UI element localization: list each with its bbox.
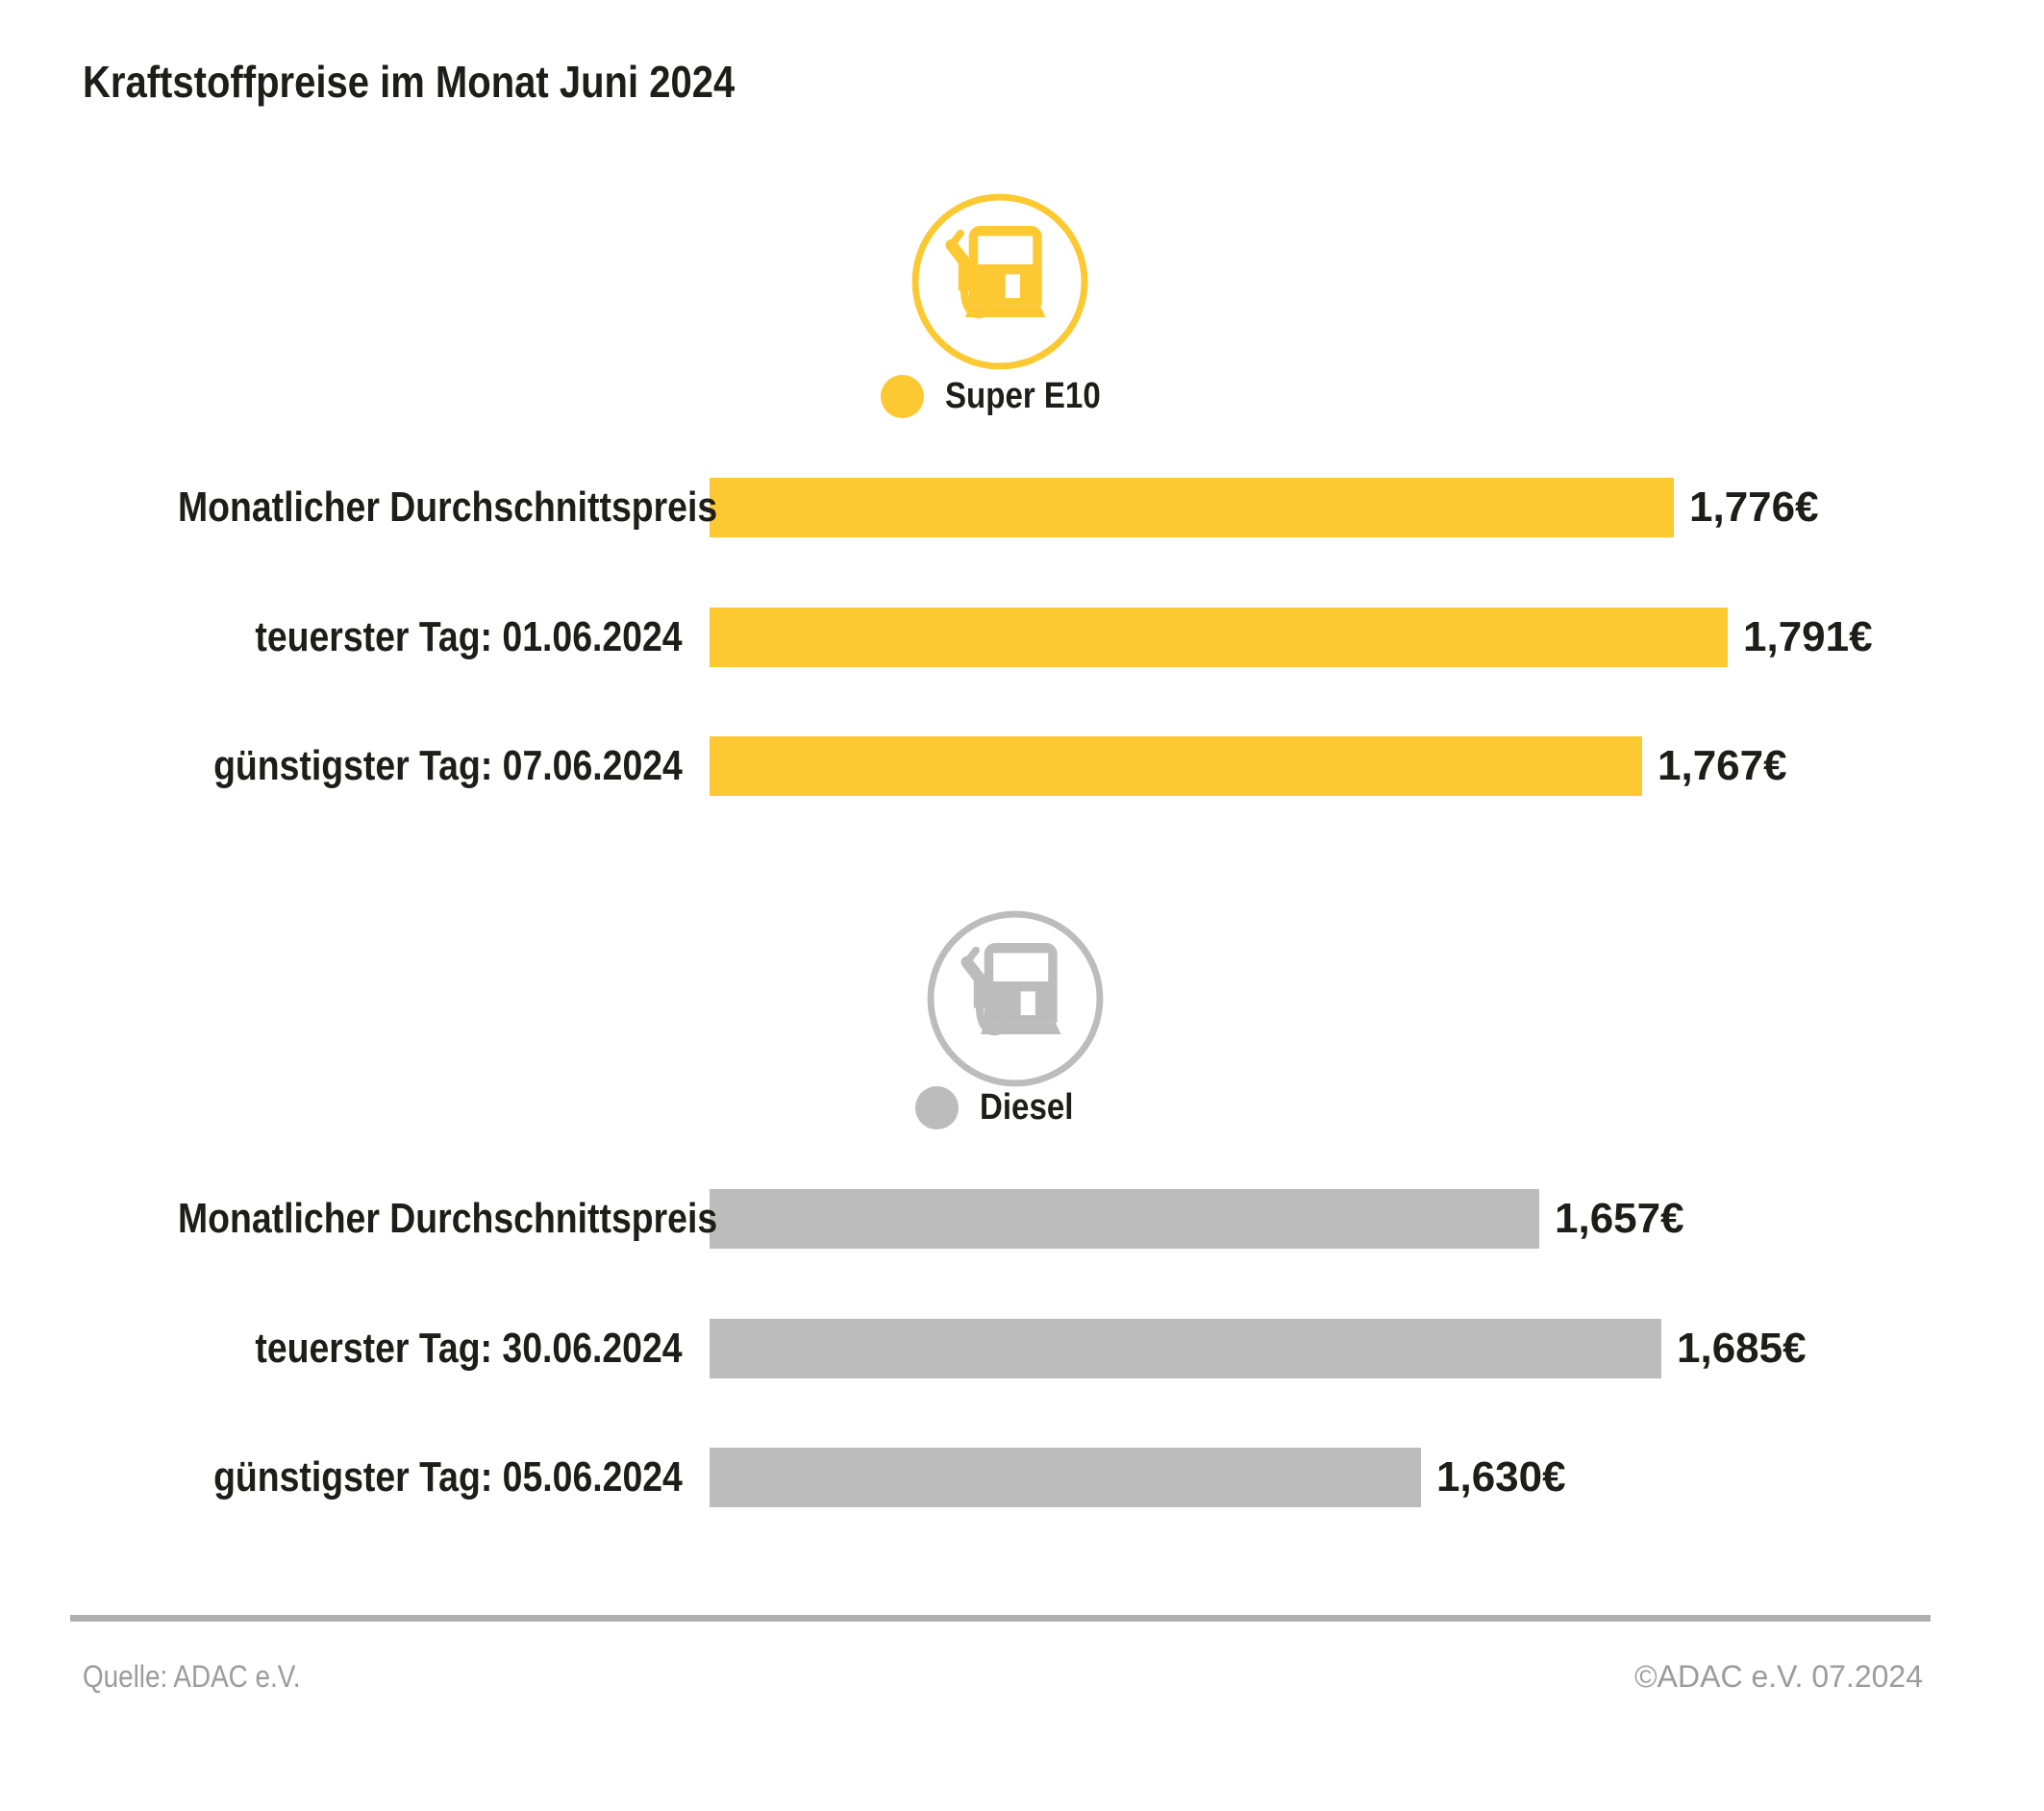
footer-divider	[70, 1615, 1931, 1622]
bar	[710, 1189, 1539, 1249]
bar-label-text: günstigster Tag: 07.06.2024	[213, 742, 683, 789]
bar-label: günstigster Tag: 07.06.2024	[83, 742, 683, 790]
bar-label-text: Monatlicher Durchschnittspreis	[178, 484, 718, 531]
bar	[710, 607, 1728, 667]
bar-label: günstigster Tag: 05.06.2024	[83, 1453, 683, 1501]
bar-value: 1,630€	[1436, 1453, 1566, 1501]
bar-group-super-e10: Monatlicher Durchschnittspreis 1,776€ teue…	[83, 478, 2044, 805]
bar-label: Monatlicher Durchschnittspreis	[83, 1195, 717, 1243]
bar-value: 1,791€	[1743, 612, 1873, 660]
bar-label-text: günstigster Tag: 05.06.2024	[213, 1453, 683, 1501]
legend-dot-super-e10	[881, 375, 924, 418]
fuel-pump-icon	[924, 907, 1107, 1090]
fuel-pump-icon	[909, 190, 1091, 373]
bar-value: 1,776€	[1689, 484, 1819, 531]
bar	[710, 478, 1674, 537]
page-title: Kraftstoffpreise im Monat Juni 2024	[83, 58, 833, 107]
bar-label-text: teuerster Tag: 01.06.2024	[255, 612, 683, 660]
bar-value: 1,685€	[1677, 1324, 1807, 1372]
legend-label-super-e10: Super E10	[945, 376, 1101, 416]
bar-value: 1,767€	[1658, 742, 1787, 789]
bar-row: teuerster Tag: 01.06.2024 1,791€	[83, 607, 2044, 667]
bar	[710, 736, 1642, 796]
legend-label-diesel: Diesel	[980, 1087, 1074, 1128]
bar-value: 1,657€	[1555, 1195, 1684, 1242]
bar	[710, 1318, 1661, 1378]
legend-diesel: Diesel	[915, 1086, 1087, 1129]
bar-row: günstigster Tag: 07.06.2024 1,767€	[83, 736, 2044, 796]
bar-label-text: Monatlicher Durchschnittspreis	[178, 1195, 718, 1242]
source-note: Quelle: ADAC e.V.	[83, 1659, 301, 1694]
legend-super-e10: Super E10	[881, 375, 1124, 418]
bar-row: teuerster Tag: 30.06.2024 1,685€	[83, 1318, 2044, 1378]
bar-label: teuerster Tag: 30.06.2024	[83, 1325, 683, 1373]
page-title-text: Kraftstoffpreise im Monat Juni 2024	[83, 57, 735, 107]
legend-dot-diesel	[915, 1086, 959, 1129]
bar-label: teuerster Tag: 01.06.2024	[83, 613, 683, 661]
bar	[710, 1448, 1421, 1507]
bar-label: Monatlicher Durchschnittspreis	[83, 484, 717, 532]
bar-row: günstigster Tag: 05.06.2024 1,630€	[83, 1448, 2044, 1507]
bar-label-text: teuerster Tag: 30.06.2024	[255, 1324, 683, 1372]
copyright-note: ©ADAC e.V. 07.2024	[1634, 1659, 1923, 1694]
bar-group-diesel: Monatlicher Durchschnittspreis 1,657€ teue…	[83, 1189, 2044, 1516]
bar-row: Monatlicher Durchschnittspreis 1,657€	[83, 1189, 2044, 1249]
bar-row: Monatlicher Durchschnittspreis 1,776€	[83, 478, 2044, 537]
